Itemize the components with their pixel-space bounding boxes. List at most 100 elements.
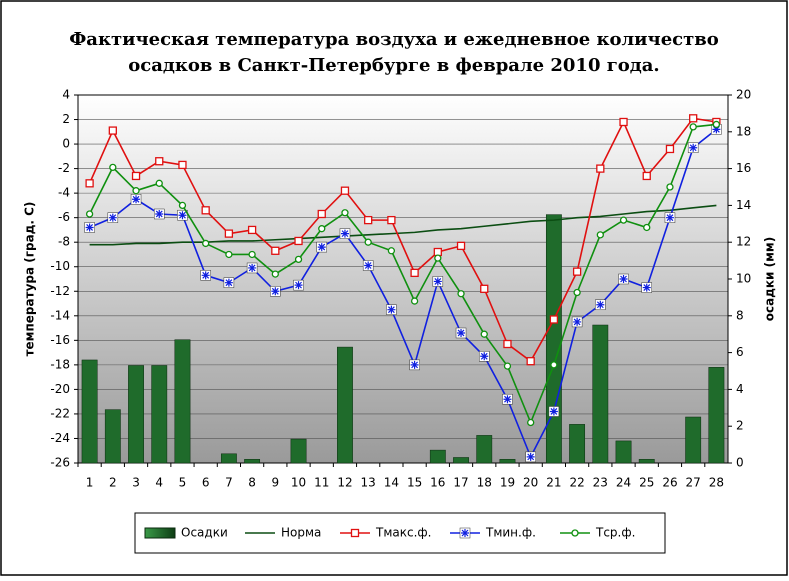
marker xyxy=(317,243,326,252)
chart-title: Фактическая температура воздуха и ежедне… xyxy=(69,29,719,50)
x-tick-label: 26 xyxy=(662,476,677,490)
bar xyxy=(244,459,261,464)
marker xyxy=(387,305,396,314)
y-tick-label: -8 xyxy=(58,235,70,249)
x-tick-label: 22 xyxy=(569,476,584,490)
marker xyxy=(527,418,535,427)
marker xyxy=(340,229,349,238)
marker xyxy=(712,125,721,134)
bar xyxy=(104,409,121,464)
x-tick-label: 28 xyxy=(709,476,724,490)
marker xyxy=(364,261,373,270)
marker xyxy=(248,263,257,272)
marker xyxy=(457,290,465,298)
x-tick-label: 18 xyxy=(477,476,492,490)
marker xyxy=(642,283,651,292)
marker xyxy=(410,297,419,305)
legend-marker xyxy=(461,529,469,537)
y-tick-label: -16 xyxy=(50,333,70,347)
y-tick-label: 2 xyxy=(62,112,70,126)
marker xyxy=(503,339,512,349)
y2-tick-label: 10 xyxy=(736,272,751,286)
marker xyxy=(689,114,698,123)
marker xyxy=(666,183,674,191)
marker xyxy=(503,362,512,370)
marker xyxy=(132,187,140,195)
x-tick-label: 2 xyxy=(109,476,117,490)
bar xyxy=(592,324,609,464)
marker xyxy=(224,278,233,287)
y2-tick-label: 0 xyxy=(736,456,744,470)
y2-tick-label: 6 xyxy=(736,345,744,359)
marker xyxy=(665,144,675,154)
y-tick-label: -12 xyxy=(50,284,70,298)
y-tick-label: -4 xyxy=(58,186,70,200)
x-tick-label: 19 xyxy=(500,476,515,490)
marker xyxy=(318,225,326,233)
chart-title: осадков в Санкт-Петербурге в феврале 201… xyxy=(128,55,659,76)
marker xyxy=(619,275,628,283)
y-tick-label: -14 xyxy=(50,308,70,322)
line xyxy=(88,117,717,363)
line xyxy=(89,204,717,246)
x-tick-label: 23 xyxy=(593,476,608,490)
y2-tick-label: 4 xyxy=(736,382,744,396)
marker xyxy=(341,209,349,217)
x-tick-label: 3 xyxy=(132,476,140,490)
marker xyxy=(480,330,488,338)
legend-label: Тмакс.ф. xyxy=(375,526,431,540)
bar xyxy=(569,424,586,464)
bar xyxy=(337,346,353,464)
marker xyxy=(665,213,674,222)
marker xyxy=(642,171,651,181)
marker xyxy=(85,210,94,218)
y2-tick-label: 14 xyxy=(736,198,751,212)
x-tick-label: 24 xyxy=(616,476,631,490)
marker xyxy=(225,250,233,259)
marker xyxy=(85,179,94,188)
x-tick-label: 27 xyxy=(686,476,701,490)
marker xyxy=(596,164,605,173)
line xyxy=(89,128,717,459)
marker xyxy=(132,195,141,204)
marker xyxy=(178,211,187,220)
marker xyxy=(178,160,187,170)
marker xyxy=(201,206,210,215)
marker xyxy=(387,215,396,225)
marker xyxy=(434,254,442,262)
marker xyxy=(410,360,419,369)
y-tick-label: 4 xyxy=(62,88,70,102)
x-tick-label: 1 xyxy=(86,476,94,490)
bar xyxy=(615,440,632,464)
bar xyxy=(476,435,493,464)
x-tick-label: 8 xyxy=(248,476,256,490)
marker xyxy=(201,271,210,280)
marker xyxy=(689,143,698,152)
y2-tick-label: 18 xyxy=(736,124,751,138)
x-tick-label: 7 xyxy=(225,476,233,490)
line xyxy=(88,123,717,425)
marker xyxy=(433,247,442,257)
y2-tick-label: 16 xyxy=(736,161,751,175)
marker xyxy=(108,213,117,222)
legend-label: Тмин.ф. xyxy=(485,526,536,540)
marker xyxy=(689,123,697,131)
marker xyxy=(178,201,187,210)
y-tick-label: -20 xyxy=(50,382,70,396)
marker xyxy=(155,157,164,166)
marker xyxy=(317,209,326,219)
x-tick-label: 14 xyxy=(384,476,399,490)
marker xyxy=(109,163,117,172)
bar xyxy=(545,214,562,464)
marker xyxy=(247,225,257,235)
legend-label: Осадки xyxy=(181,526,228,540)
y-tick-label: -2 xyxy=(58,161,70,175)
marker xyxy=(433,277,442,286)
marker xyxy=(387,247,396,255)
marker xyxy=(596,231,604,239)
y-tick-label: -22 xyxy=(50,406,70,420)
x-tick-label: 5 xyxy=(179,476,187,490)
marker xyxy=(85,223,94,232)
marker xyxy=(456,241,466,251)
